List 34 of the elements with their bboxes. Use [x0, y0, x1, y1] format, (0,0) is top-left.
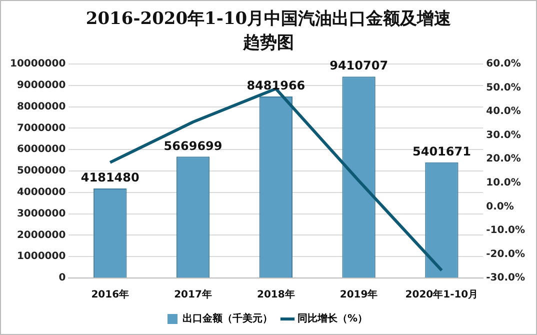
x-tick-label: 2016年	[91, 288, 130, 301]
y-tick-label: 7000000	[16, 122, 66, 134]
y-tick-label: 2000000	[16, 230, 66, 241]
x-tick-label: 2020年1-10月	[405, 288, 478, 301]
y-tick-label: 1000000	[16, 251, 66, 262]
y2-tick-label: 30.0%	[486, 130, 521, 141]
y2-tick-label: -30.0%	[486, 272, 525, 284]
legend-label: 出口金额（千美元）	[182, 312, 272, 325]
y2-tick-label: -10.0%	[486, 225, 525, 236]
data-label: 9410707	[330, 58, 388, 73]
y-tick-label: 5000000	[16, 166, 66, 177]
x-tick-label: 2018年	[256, 288, 295, 301]
y2-tick-label: 50.0%	[486, 82, 521, 94]
data-label: 5669699	[164, 138, 222, 153]
y2-tick-label: -20.0%	[486, 248, 525, 260]
y2-tick-label: 20.0%	[486, 154, 521, 165]
y-tick-label: 8000000	[16, 101, 66, 112]
data-label: 5401671	[412, 144, 471, 159]
y-tick-label: 4000000	[16, 186, 66, 198]
chart-title: 2016-2020年1-10月中国汽油出口金额及增速趋势图	[84, 8, 452, 55]
y-tick-label: 9000000	[16, 80, 66, 91]
y2-tick-label: 60.0%	[486, 58, 521, 70]
x-tick-label: 2019年	[340, 288, 378, 301]
y2-tick-label: 0.0%	[486, 201, 514, 212]
y2-tick-label: 40.0%	[486, 106, 521, 118]
y2-tick-label: 10.0%	[486, 177, 521, 188]
x-tick-label: 2017年	[174, 288, 212, 301]
y-tick-label: 0	[58, 272, 66, 284]
y-tick-label: 3000000	[16, 208, 66, 220]
y-tick-label: 6000000	[16, 144, 66, 156]
legend-label: 同比增长（%）	[297, 312, 368, 325]
data-label: 4181480	[80, 170, 140, 185]
data-label: 8481966	[246, 78, 306, 93]
y-tick-label: 10000000	[10, 58, 66, 70]
